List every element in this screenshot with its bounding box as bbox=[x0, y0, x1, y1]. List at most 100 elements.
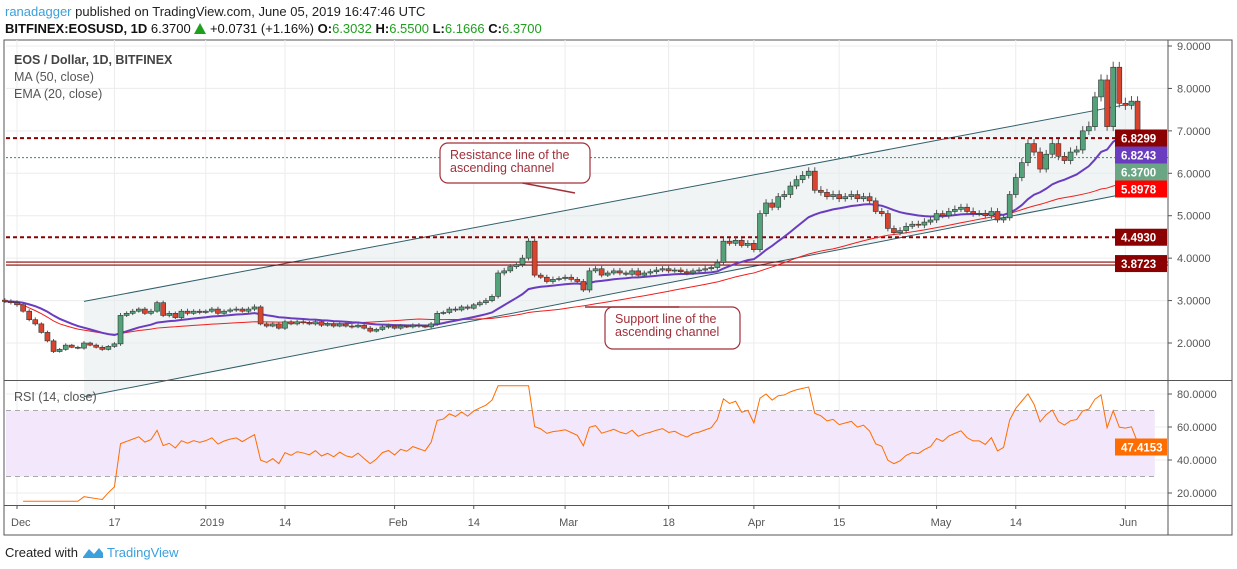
candle-body bbox=[659, 268, 666, 271]
candle bbox=[958, 203, 964, 213]
time-tick-label: 15 bbox=[833, 517, 845, 529]
candle-body bbox=[757, 213, 763, 250]
candle bbox=[665, 265, 672, 274]
legend-ma[interactable]: MA (50, close) bbox=[14, 70, 94, 84]
candle-body bbox=[860, 196, 867, 200]
candle-body bbox=[647, 271, 654, 274]
candle-body bbox=[20, 304, 26, 312]
chart-legend: EOS / Dollar, 1D, BITFINEX MA (50, close… bbox=[14, 52, 172, 103]
candle-body bbox=[416, 324, 422, 327]
candle bbox=[416, 323, 422, 328]
legend-rsi[interactable]: RSI (14, close) bbox=[14, 390, 97, 404]
candle bbox=[909, 220, 916, 229]
candle bbox=[513, 261, 520, 269]
candle-body bbox=[915, 223, 922, 226]
candle bbox=[927, 216, 934, 225]
candle-body bbox=[714, 262, 721, 268]
candle-body bbox=[434, 313, 441, 325]
candle-body bbox=[909, 223, 916, 227]
candle bbox=[604, 270, 611, 277]
candle bbox=[678, 267, 684, 274]
candle-body bbox=[50, 340, 57, 352]
candle bbox=[483, 298, 489, 305]
candle-body bbox=[1055, 143, 1062, 157]
author-link[interactable]: ranadagger bbox=[5, 4, 72, 19]
candle bbox=[14, 300, 20, 307]
up-arrow-icon bbox=[194, 23, 207, 34]
candle bbox=[994, 208, 1001, 223]
time-tick-label: 14 bbox=[1010, 517, 1022, 529]
tradingview-link[interactable]: TradingView bbox=[107, 545, 179, 560]
candle-body bbox=[117, 315, 124, 345]
candle bbox=[209, 306, 215, 313]
price-tick-label: 7.0000 bbox=[1177, 126, 1211, 138]
candle bbox=[129, 308, 136, 316]
candle-body bbox=[574, 279, 581, 282]
candle-body bbox=[38, 323, 45, 333]
candle bbox=[507, 264, 514, 273]
candle-body bbox=[982, 213, 989, 217]
price-tick-label: 2.0000 bbox=[1177, 338, 1211, 350]
candle bbox=[257, 305, 264, 326]
candle bbox=[1116, 61, 1123, 108]
candle bbox=[824, 188, 830, 200]
candle-body bbox=[391, 325, 398, 329]
level-price-tag: 4.4930 bbox=[1121, 233, 1156, 245]
time-tick-label: Feb bbox=[389, 517, 408, 529]
candle-body bbox=[970, 211, 976, 214]
candle-body bbox=[172, 313, 179, 318]
candle-body bbox=[1043, 153, 1050, 170]
candle-body bbox=[513, 264, 520, 267]
candle bbox=[306, 320, 313, 326]
candle bbox=[501, 267, 508, 276]
candle bbox=[799, 171, 806, 184]
candle-body bbox=[550, 279, 556, 282]
candle bbox=[970, 207, 976, 217]
time-tick-label: 14 bbox=[468, 517, 480, 529]
candle bbox=[519, 254, 526, 268]
candle-body bbox=[562, 276, 568, 279]
candle-body bbox=[885, 213, 891, 229]
candle bbox=[349, 323, 355, 329]
candle-body bbox=[477, 302, 483, 306]
candle-body bbox=[62, 344, 69, 350]
candle-body bbox=[257, 306, 264, 325]
candle-body bbox=[355, 324, 361, 328]
rsi-value-tag-bg bbox=[1115, 438, 1167, 456]
candle-body bbox=[945, 211, 952, 217]
change: +0.0731 (+1.16%) bbox=[209, 21, 315, 36]
level-price-tag-bg bbox=[1115, 255, 1167, 273]
candle bbox=[720, 237, 727, 266]
candle bbox=[811, 167, 818, 194]
candle bbox=[586, 267, 593, 293]
candle bbox=[781, 190, 788, 200]
ema-price-tag-bg bbox=[1115, 146, 1167, 164]
candle-body bbox=[349, 325, 355, 328]
publish-info: ranadagger published on TradingView.com,… bbox=[5, 4, 425, 19]
candle-body bbox=[824, 192, 830, 197]
rsi-tick-label: 20.0000 bbox=[1177, 488, 1217, 500]
candle bbox=[775, 193, 782, 211]
candle bbox=[81, 341, 87, 350]
candle-body bbox=[525, 240, 532, 259]
candle bbox=[227, 307, 233, 313]
candle bbox=[952, 205, 958, 215]
candle bbox=[458, 304, 465, 312]
candle-body bbox=[830, 194, 836, 197]
legend-ema[interactable]: EMA (20, close) bbox=[14, 87, 103, 101]
candle-body bbox=[671, 269, 678, 272]
candle-body bbox=[586, 270, 593, 291]
candle-body bbox=[818, 189, 824, 193]
candle-body bbox=[160, 302, 166, 316]
candle-body bbox=[1128, 100, 1135, 106]
candle-body bbox=[470, 304, 477, 309]
candle-body bbox=[221, 310, 227, 314]
time-tick-label: Dec bbox=[11, 517, 31, 529]
candle bbox=[1031, 139, 1037, 156]
candle-body bbox=[99, 346, 106, 350]
candle bbox=[629, 268, 635, 277]
candle bbox=[738, 237, 745, 248]
footer: Created with TradingView bbox=[5, 545, 179, 560]
candle-body bbox=[635, 270, 641, 276]
